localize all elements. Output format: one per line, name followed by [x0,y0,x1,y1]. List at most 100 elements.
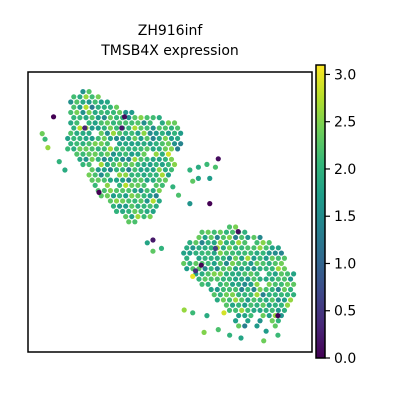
tissue-spot-region-2 [284,292,291,298]
tissue-spot-region-2 [223,271,230,277]
tissue-spot-region-1 [150,125,156,131]
tissue-spot-region-1 [138,208,144,214]
tissue-spot-region-2 [254,323,260,329]
tissue-spot-region-1 [116,193,123,199]
tissue-spot-region-1 [175,125,181,131]
tissue-spot-scattered [261,338,267,344]
tissue-spot-outlier [215,156,221,162]
tissue-spot-region-1 [101,135,107,142]
tissue-spot-region-2 [275,276,281,282]
tissue-spot-region-2 [254,302,260,308]
tissue-spot-region-1 [123,182,129,188]
tissue-spot-region-2 [245,318,251,324]
tissue-spot-region-1 [153,193,159,199]
tissue-spot-region-1 [129,120,135,126]
tissue-spot-region-2 [263,297,269,303]
tissue-spot-region-1 [107,187,114,194]
tissue-spot-region-1 [101,167,107,173]
tissue-spot-region-1 [132,125,138,131]
tissue-spot-region-2 [281,286,288,293]
tissue-spot-region-2 [275,307,281,313]
tissue-spot-region-2 [190,245,196,251]
tissue-spot-region-1 [126,167,132,173]
tissue-spot-region-2 [275,318,281,324]
tissue-spot-region-2 [239,276,245,282]
tissue-spot-region-2 [284,271,291,277]
tissue-spot-region-1 [156,115,162,121]
tissue-spot-region-1 [101,104,107,110]
tissue-spot-region-1 [178,141,184,147]
tissue-spot-region-2 [214,276,220,282]
tissue-spot-region-1 [126,125,132,131]
tissue-spot-region-1 [150,187,156,194]
tissue-spot-region-2 [248,292,254,298]
tissue-spot-region-2 [278,271,284,277]
tissue-spot-region-1 [104,161,110,168]
tissue-spot-region-1 [159,120,165,126]
tissue-spot-region-1 [144,198,150,204]
tissue-spot-region-2 [196,234,202,241]
tissue-spot-region-1 [153,141,159,147]
tissue-spot-region-1 [129,172,135,178]
tissue-spot-region-1 [95,104,101,110]
tissue-spot-region-2 [220,255,226,261]
tissue-spot-region-1 [104,182,110,188]
tissue-spot-region-1 [98,161,104,168]
tissue-spot-region-1 [171,161,178,168]
colorbar-tick-label: 0.0 [334,351,356,367]
tissue-spot-region-2 [205,240,211,246]
tissue-spot-region-2 [233,307,239,313]
tissue-spot-region-2 [236,240,242,246]
tissue-spot-region-2 [272,292,278,298]
tissue-spot-region-1 [129,182,135,188]
tissue-spot-region-2 [187,260,193,267]
tissue-spot-region-2 [220,286,226,293]
tissue-spot-region-2 [275,245,281,251]
tissue-spot-outlier [50,114,57,120]
tissue-spot-region-2 [281,297,288,303]
tissue-spot-region-1 [86,109,92,116]
tissue-spot-region-1 [129,130,135,136]
tissue-spot-region-1 [168,146,175,152]
tissue-spot-region-1 [107,125,114,131]
tissue-spot-region-2 [248,302,254,308]
tissue-spot-region-1 [74,141,80,147]
colorbar-ticks: 0.0 0.5 1.0 1.5 2.0 2.5 3.0 [325,67,356,367]
tissue-spot-scattered [275,332,281,338]
tissue-spot-region-2 [211,271,217,277]
tissue-spot-region-2 [263,328,269,334]
tissue-spot-scattered [187,167,193,173]
colorbar-frame [315,64,326,359]
tissue-spot-region-2 [266,281,272,287]
tissue-spot-region-1 [113,208,120,214]
tissue-spot-region-1 [147,141,153,147]
tissue-spot-region-2 [266,292,272,298]
tissue-spot-scattered [150,248,156,254]
tissue-spot-region-1 [135,182,141,188]
tissue-spot-region-1 [123,109,129,116]
tissue-spot-region-1 [113,104,120,110]
tissue-spot-region-1 [123,161,129,168]
tissue-spot-region-1 [65,146,71,152]
tissue-spot-region-1 [98,120,104,126]
tissue-spot-region-1 [107,156,114,162]
tissue-spot-region-1 [132,219,138,225]
tissue-spot-region-1 [135,161,141,168]
tissue-spot-region-2 [226,286,233,293]
tissue-spot-region-2 [266,271,272,277]
tissue-spot-region-1 [80,151,86,157]
tissue-spot-region-2 [214,234,220,241]
tissue-spot-region-1 [144,115,150,121]
tissue-spot-region-2 [239,255,245,261]
tissue-spot-scattered [190,310,196,316]
tissue-spot-region-2 [202,245,208,251]
tissue-spot-region-1 [68,130,74,136]
tissue-spot-outlier [221,310,227,316]
tissue-spot-scattered [204,313,210,319]
tissue-spot-region-1 [123,213,129,220]
tissue-spot-region-2 [251,307,257,313]
tissue-spot-region-1 [95,115,101,121]
tissue-spot-region-2 [211,240,217,246]
tissue-spot-region-1 [116,109,123,116]
tissue-spot-region-2 [229,250,236,256]
